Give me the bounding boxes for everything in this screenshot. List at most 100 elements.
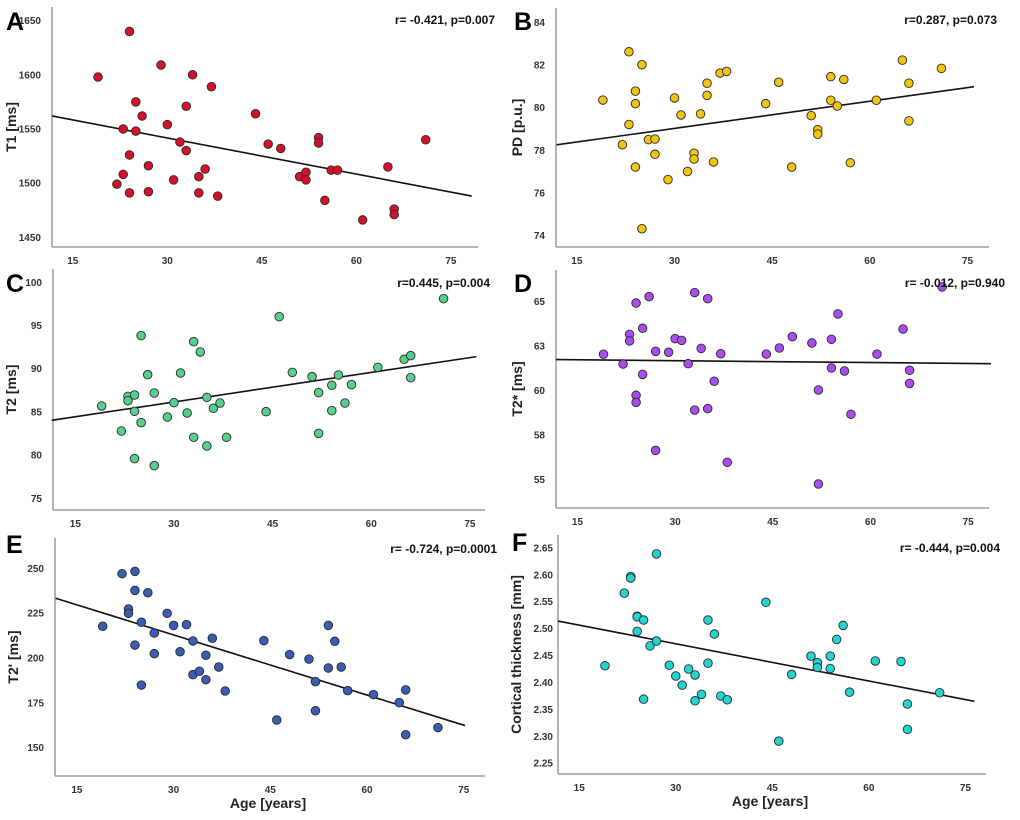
data-point [832,101,843,111]
y-tick-label: 95 [31,321,43,332]
x-tick-label: 30 [168,519,180,530]
data-point [250,109,261,119]
panel-letter: C [6,270,24,298]
data-point [342,685,353,696]
data-point [117,568,127,579]
regression-line [55,597,466,727]
y-tick-label: 82 [534,61,546,72]
data-point [332,165,343,175]
x-axis-title: Age [years] [230,795,306,811]
data-point [118,124,128,134]
y-tick-label: 75 [31,494,43,505]
data-point [774,343,785,353]
data-point [137,111,147,121]
data-point [650,346,661,357]
y-tick-label: 2.45 [534,651,554,662]
data-point [825,651,835,661]
y-tick-label: 84 [534,18,546,29]
y-tick-label: 100 [25,278,42,289]
data-point [722,694,733,705]
data-point [904,78,914,89]
data-point [142,369,153,380]
data-point [630,98,641,109]
data-point [839,366,850,376]
data-point [690,670,700,680]
data-point [624,119,634,130]
data-point [761,349,772,359]
data-point [825,663,835,674]
data-point [175,646,185,657]
data-point [773,77,784,87]
panel-letter: A [6,8,24,36]
x-tick-label: 75 [458,785,470,796]
data-point [213,662,224,672]
data-point [272,715,282,725]
data-point [663,174,673,185]
regression-line [556,85,975,146]
y-tick-label: 2.30 [534,732,554,743]
data-point [708,157,719,167]
data-point [261,406,271,417]
data-point [284,649,295,660]
data-point [194,188,204,198]
x-tick-label: 45 [265,785,277,796]
data-point [136,417,146,428]
x-tick-label: 30 [670,517,682,528]
y-tick-label: 58 [534,430,546,441]
data-point [123,608,134,619]
data-point [696,689,707,700]
data-point [703,658,713,668]
data-point [202,441,212,451]
data-point [650,149,660,160]
x-tick-label: 60 [864,256,876,267]
y-tick-label: 60 [534,386,546,397]
y-tick-label: 55 [534,475,546,486]
data-point [682,166,693,177]
data-point [637,60,647,70]
data-point [373,362,383,373]
data-point [188,636,198,646]
x-tick-label: 45 [267,519,279,530]
data-point [663,347,674,358]
x-tick-label: 15 [571,256,583,267]
data-point [168,175,179,185]
data-point [143,187,154,197]
data-point [368,689,379,700]
data-point [221,432,232,443]
data-point [181,619,192,630]
data-point [600,661,610,671]
y-tick-label: 2.55 [534,597,554,608]
data-point [96,401,107,411]
data-point [188,432,199,443]
data-point [201,650,211,661]
y-tick-label: 2.60 [534,570,554,581]
data-point [394,697,405,708]
data-point [400,729,411,740]
data-point [644,291,654,302]
data-point [845,158,856,168]
y-tick-label: 80 [534,103,546,114]
data-point [664,660,675,671]
data-point [902,699,913,709]
x-tick-label: 30 [669,256,681,267]
data-point [813,385,824,395]
data-point [327,405,337,416]
data-point [839,74,849,85]
data-point [702,90,712,101]
data-point [162,412,173,422]
data-point [937,282,947,292]
data-point [631,397,641,408]
data-point [301,175,311,185]
x-tick-label: 45 [767,517,779,528]
data-point [162,608,172,619]
data-point [116,426,127,436]
correlation-stat: r=0.445, p=0.004 [397,276,490,290]
data-point [433,722,443,733]
data-point [695,109,706,119]
data-point [118,169,128,180]
x-tick-label: 15 [71,785,83,796]
data-point [330,636,340,647]
data-point [904,116,914,126]
data-point [112,179,122,189]
